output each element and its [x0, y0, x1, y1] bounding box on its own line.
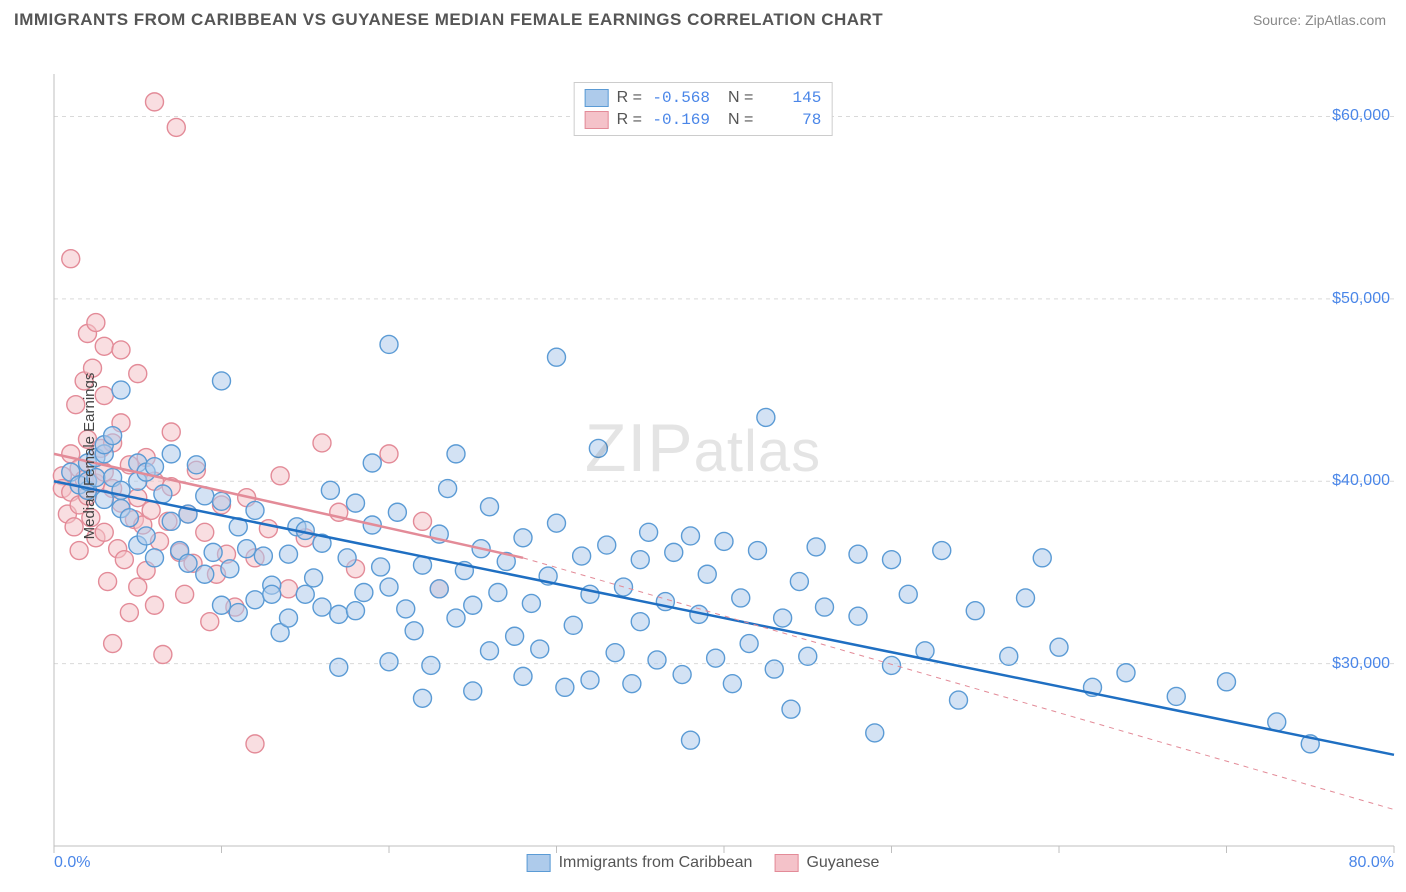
legend-swatch	[585, 89, 609, 107]
y-tick-label: $30,000	[1332, 655, 1390, 673]
legend-item: Immigrants from Caribbean	[527, 854, 753, 872]
legend-row: R = -0.568 N = 145	[585, 87, 822, 109]
legend-r-label: R =	[617, 89, 642, 107]
legend-label: Guyanese	[806, 854, 879, 872]
series-legend: Immigrants from Caribbean Guyanese	[527, 854, 880, 872]
chart-title: IMMIGRANTS FROM CARIBBEAN VS GUYANESE ME…	[14, 10, 883, 30]
legend-label: Immigrants from Caribbean	[559, 854, 753, 872]
scatter-plot	[0, 36, 1406, 866]
legend-n-value: 145	[761, 89, 821, 107]
legend-swatch	[527, 854, 551, 872]
chart-source: Source: ZipAtlas.com	[1253, 12, 1386, 28]
legend-r-value: -0.568	[650, 89, 710, 107]
y-tick-label: $60,000	[1332, 107, 1390, 125]
legend-item: Guyanese	[774, 854, 879, 872]
legend-row: R = -0.169 N = 78	[585, 109, 822, 131]
legend-n-value: 78	[761, 111, 821, 129]
chart-header: IMMIGRANTS FROM CARIBBEAN VS GUYANESE ME…	[0, 0, 1406, 36]
legend-n-label: N =	[728, 111, 753, 129]
y-tick-label: $50,000	[1332, 290, 1390, 308]
chart-area: Median Female Earnings ZIPatlas R =-0.56…	[0, 36, 1406, 876]
legend-swatch	[585, 111, 609, 129]
legend-r-value: -0.169	[650, 111, 710, 129]
correlation-legend: R = -0.568 N = 145 R = -0.169 N = 78	[574, 82, 833, 136]
legend-r-label: R =	[617, 111, 642, 129]
y-tick-label: $40,000	[1332, 472, 1390, 490]
legend-n-label: N =	[728, 89, 753, 107]
y-axis-label: Median Female Earnings	[81, 373, 98, 540]
legend-swatch	[774, 854, 798, 872]
